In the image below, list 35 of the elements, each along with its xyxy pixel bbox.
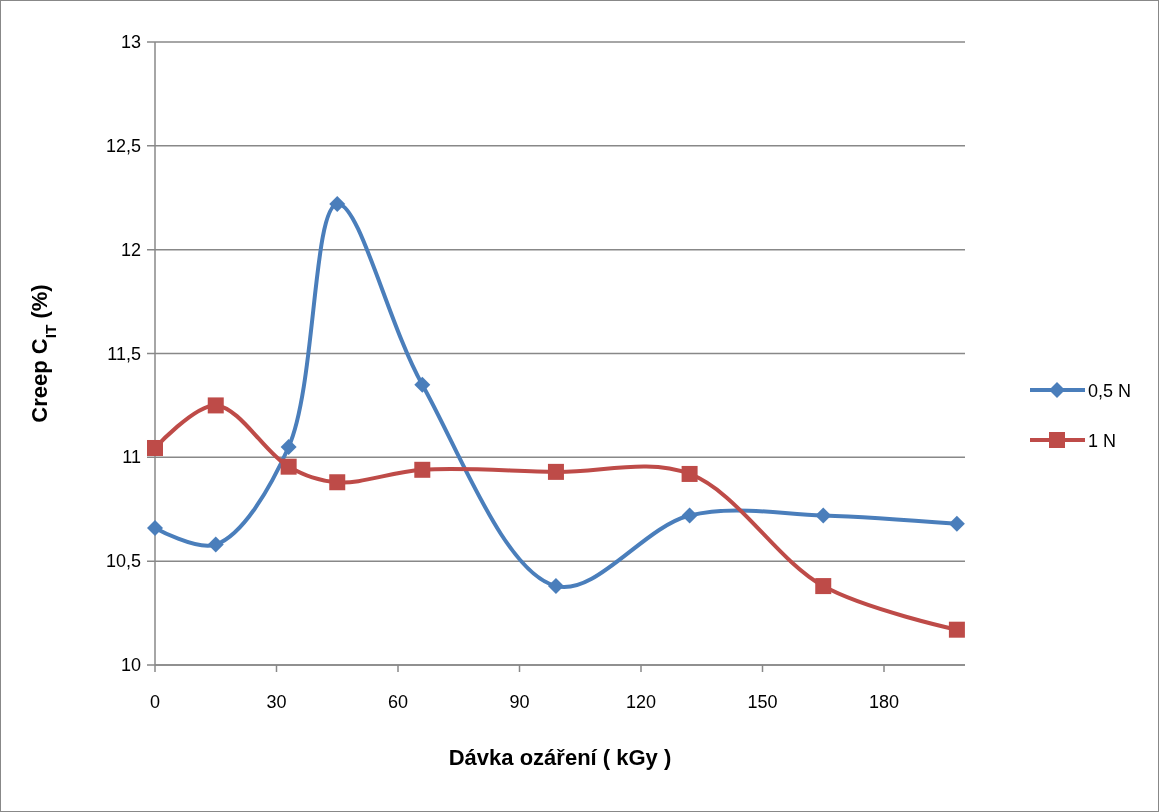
point [414, 376, 431, 393]
x-tick-label: 120 [625, 692, 657, 712]
point [280, 458, 297, 475]
x-tick-label: 150 [747, 692, 778, 712]
point [147, 519, 163, 536]
point [280, 438, 297, 455]
point [681, 507, 698, 524]
point [948, 621, 965, 638]
x-tick-label: 60 [387, 692, 409, 712]
point [681, 465, 698, 482]
point [815, 578, 832, 595]
y-tick-label: 11,5 [107, 343, 141, 364]
point [207, 397, 224, 414]
point [815, 507, 832, 524]
point [329, 474, 346, 491]
x-tick-label: 30 [266, 692, 287, 712]
point [547, 578, 564, 595]
point [207, 536, 224, 553]
y-tick-label: 13 [120, 32, 141, 52]
point [948, 515, 965, 532]
legend-label: 0,5 N [1088, 381, 1132, 401]
x-axis-title: Dávka ozáření ( kGy ) [448, 745, 672, 770]
x-tick-label: 180 [868, 692, 900, 712]
x-tick-label: 90 [509, 692, 530, 712]
y-tick-label: 12 [120, 239, 141, 260]
point [414, 461, 431, 478]
x-tick-label: 0 [149, 692, 161, 712]
y-tick-label: 12,5 [105, 135, 141, 156]
y-tick-label: 10 [120, 655, 141, 675]
point [547, 463, 564, 480]
legend-label: 1 N [1088, 431, 1117, 451]
point [329, 195, 346, 212]
y-tick-label: 11 [122, 447, 141, 468]
point [147, 439, 163, 456]
y-tick-label: 10,5 [105, 551, 141, 572]
